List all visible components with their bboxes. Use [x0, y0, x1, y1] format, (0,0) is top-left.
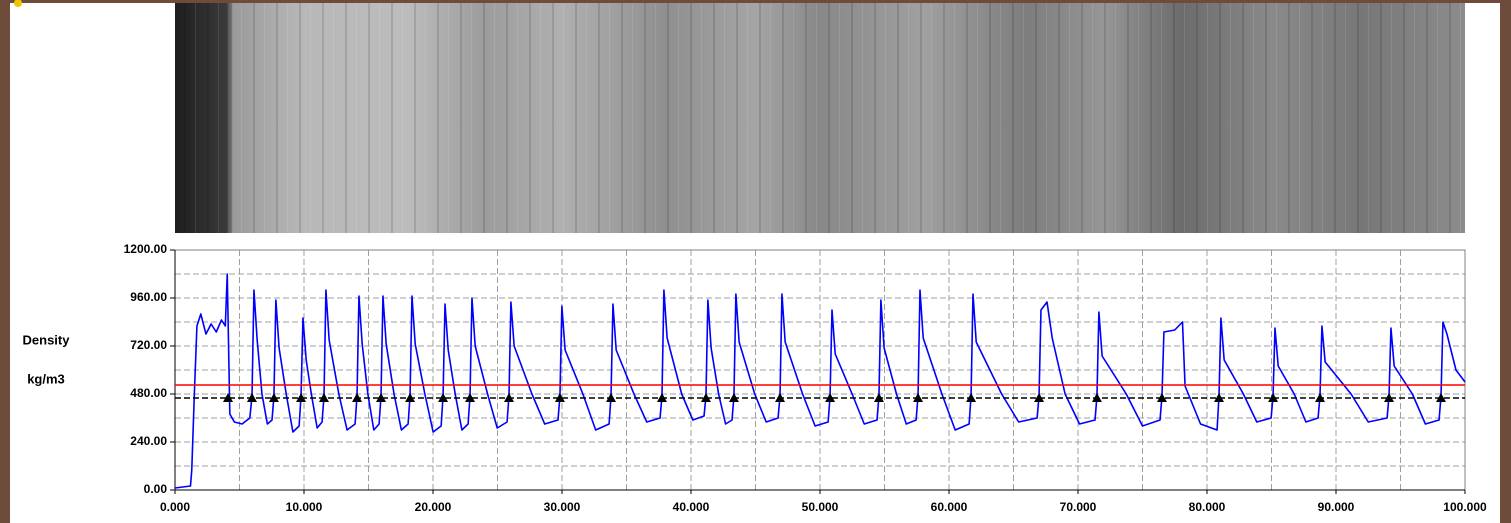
indicator: [14, 0, 22, 7]
x-tick-label: 0.000: [160, 500, 190, 514]
ring-marker: [606, 393, 617, 402]
x-tick-label: 100.000: [1443, 500, 1487, 514]
ring-marker: [1213, 393, 1224, 402]
ring-marker: [700, 393, 711, 402]
ring-marker: [873, 393, 884, 402]
ring-marker: [1034, 393, 1045, 402]
ring-marker: [825, 393, 836, 402]
y-tick-label: 240.00: [130, 434, 167, 448]
ring-marker: [503, 393, 514, 402]
y-tick-label: 1200.00: [124, 242, 168, 256]
x-tick-label: 70.000: [1060, 500, 1097, 514]
ring-marker: [728, 393, 739, 402]
y-axis-unit: kg/m3: [27, 371, 65, 386]
y-tick-label: 480.00: [130, 386, 167, 400]
ring-marker: [913, 393, 924, 402]
ring-marker: [554, 393, 565, 402]
ring-marker: [1091, 393, 1102, 402]
ring-marker: [296, 393, 307, 402]
x-tick-label: 90.000: [1318, 500, 1355, 514]
x-tick-label: 40.000: [673, 500, 710, 514]
x-tick-label: 60.000: [931, 500, 968, 514]
x-tick-label: 30.000: [544, 500, 581, 514]
y-tick-label: 960.00: [130, 290, 167, 304]
y-axis-label: Density: [23, 332, 71, 347]
ring-marker: [405, 393, 416, 402]
ring-marker: [656, 393, 667, 402]
ring-marker: [465, 393, 476, 402]
ring-marker: [775, 393, 786, 402]
x-tick-label: 50.000: [802, 500, 839, 514]
wood-texture: [175, 3, 1465, 233]
x-tick-label: 10.000: [286, 500, 323, 514]
ring-marker: [1436, 393, 1447, 402]
ring-marker: [223, 393, 234, 402]
x-tick-label: 20.000: [415, 500, 452, 514]
x-tick-label: 80.000: [1189, 500, 1226, 514]
density-line: [174, 273, 1466, 489]
ring-marker: [268, 393, 279, 402]
ring-marker: [966, 393, 977, 402]
ring-marker: [1315, 393, 1326, 402]
ring-marker: [376, 393, 387, 402]
ring-marker: [318, 393, 329, 402]
y-tick-label: 720.00: [130, 338, 167, 352]
ring-marker: [247, 393, 258, 402]
ring-marker: [438, 393, 449, 402]
ring-marker: [1156, 393, 1167, 402]
y-tick-label: 0.00: [144, 482, 168, 496]
ring-marker: [1268, 393, 1279, 402]
ring-marker: [1384, 393, 1395, 402]
ring-marker: [352, 393, 363, 402]
